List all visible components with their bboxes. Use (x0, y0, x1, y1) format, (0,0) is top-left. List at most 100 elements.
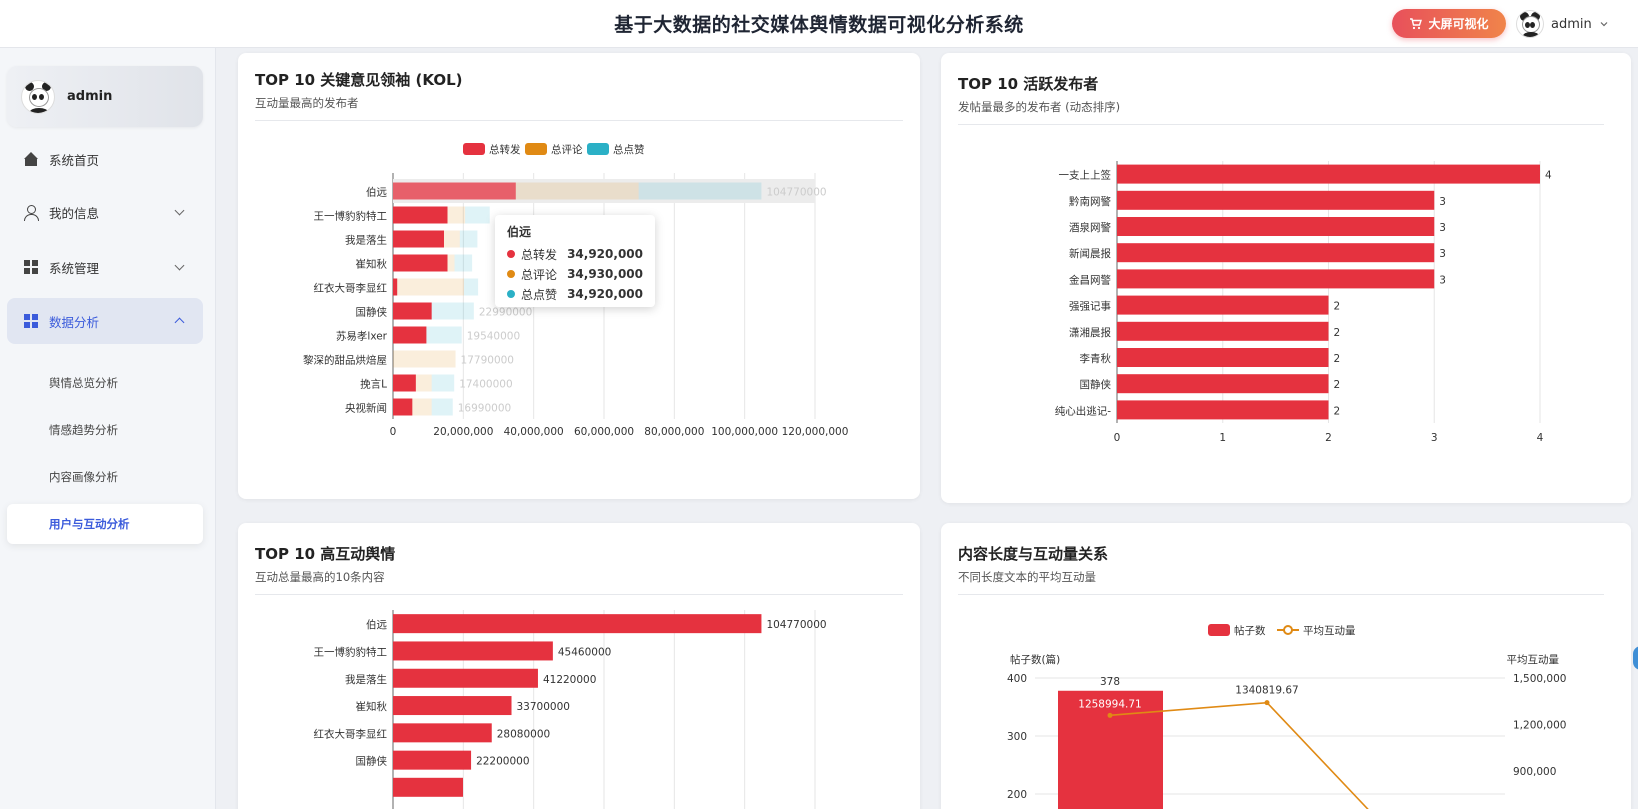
chevron-down-icon (174, 205, 185, 216)
legend-marker (1283, 625, 1293, 635)
bar (393, 398, 413, 416)
x-tick-label: 60,000,000 (574, 426, 634, 438)
card-title: TOP 10 关键意见领袖 (KOL) (255, 71, 463, 89)
bar (1117, 217, 1435, 236)
x-tick-label: 4 (1537, 432, 1544, 444)
tooltip-title: 伯远 (507, 225, 532, 239)
bar (393, 723, 492, 743)
divider (958, 124, 1604, 125)
grid-icon (24, 260, 38, 274)
legend-swatch (1208, 624, 1230, 636)
sidebar-subitem-overview[interactable]: 舆情总览分析 (7, 363, 203, 403)
data-label: 104770000 (766, 619, 826, 631)
legend-swatch (525, 143, 547, 155)
sidebar-item-home[interactable]: 系统首页 (7, 136, 203, 182)
data-label: 17400000 (459, 379, 512, 391)
data-label: 4 (1545, 170, 1552, 182)
active-publishers-card: TOP 10 活跃发布者 发帖量最多的发布者 (动态排序) 0 1 2 3 4 一支上上签… (941, 53, 1631, 503)
bigscreen-button[interactable]: 大屏可视化 (1392, 9, 1506, 38)
bar (397, 278, 465, 296)
bar (393, 777, 463, 797)
legend-label: 平均互动量 (1303, 625, 1356, 637)
y-tick-label: 酒泉网警 (1069, 221, 1111, 234)
data-label: 2 (1334, 353, 1341, 365)
chart-tooltip: 伯远 总转发 34,920,000 总评论 34,930,000 总点赞 34,920… (495, 215, 655, 307)
sidebar-item-my-info[interactable]: 我的信息 (7, 189, 203, 235)
bar (515, 182, 639, 200)
x-tick-label: 20,000,000 (433, 426, 493, 438)
y-tick-label: 200 (1007, 789, 1027, 801)
sidebar-user-card: admin (7, 66, 203, 127)
y-tick-label: 崔知秋 (356, 700, 388, 713)
bar (393, 350, 456, 368)
legend-dot (507, 250, 515, 258)
home-icon (24, 152, 38, 166)
legend-label: 总转发 (489, 143, 521, 156)
sidebar-item-label: 数据分析 (49, 314, 100, 330)
y-tick-label: 潇湘晨报 (1069, 326, 1111, 339)
data-label: 1258994.71 (1078, 698, 1141, 710)
bar (431, 398, 453, 416)
sidebar-subitem-user-interaction[interactable]: 用户与互动分析 (7, 504, 203, 544)
bar (426, 326, 462, 344)
data-label: 41220000 (543, 674, 596, 686)
data-label: 19540000 (467, 331, 520, 343)
y-tick-label: 强强记事 (1069, 300, 1111, 313)
high-interaction-chart[interactable]: 伯远 104770000 王一博豹豹特工 45460000 我是落生 41220000 崔知… (238, 523, 920, 809)
sidebar-item-data-analysis[interactable]: 数据分析 (7, 298, 203, 344)
sidebar: admin 系统首页 我的信息 系统管理 数据分析 舆情总览分析 情感趋势分析 … (0, 48, 216, 809)
y-tick-label-right: 1,500,000 (1513, 673, 1566, 685)
y-tick-label: 李青秋 (1080, 352, 1112, 365)
high-interaction-card: TOP 10 高互动舆情 互动总量最高的10条内容 伯远 104770000 王一博… (238, 523, 920, 809)
y-tick-label: 央视新闻 (345, 402, 387, 415)
tooltip-value: 34,920,000 (567, 247, 643, 261)
divider (958, 594, 1604, 595)
sidebar-subitem-label: 舆情总览分析 (49, 376, 118, 390)
card-title: 内容长度与互动量关系 (958, 545, 1109, 563)
top-header: 基于大数据的社交媒体舆情数据可视化分析系统 大屏可视化 admin (0, 0, 1638, 48)
y-tick-label: 国静侠 (356, 755, 388, 768)
tooltip-label: 总转发 (521, 247, 558, 262)
y-tick-label: 一支上上签 (1059, 169, 1112, 182)
user-menu[interactable]: admin (1516, 9, 1609, 39)
x-tick-label: 40,000,000 (504, 426, 564, 438)
y-tick-label: 纯心出逃记- (1055, 404, 1111, 417)
y-tick-label: 400 (1007, 673, 1027, 685)
data-label: 2 (1334, 301, 1341, 313)
bar (1117, 374, 1329, 394)
x-tick-label: 1 (1219, 432, 1226, 444)
cart-icon (1410, 17, 1423, 29)
card-subtitle: 不同长度文本的平均互动量 (958, 570, 1096, 584)
bar (431, 374, 455, 392)
data-label: 1340819.67 (1235, 685, 1298, 697)
data-label: 22200000 (476, 756, 529, 768)
x-tick-label: 100,000,000 (711, 426, 778, 438)
bar (393, 614, 762, 634)
data-label: 16990000 (458, 403, 511, 415)
sidebar-item-system-admin[interactable]: 系统管理 (7, 244, 203, 290)
bar (1117, 269, 1435, 289)
sidebar-username: admin (67, 89, 113, 104)
y-tick-label: 金昌网警 (1069, 273, 1111, 286)
x-tick-label: 80,000,000 (644, 426, 704, 438)
tooltip-row: 总转发 34,920,000 (507, 244, 643, 264)
legend-swatch (587, 143, 609, 155)
bar (393, 182, 516, 200)
bar (1117, 348, 1329, 367)
y-tick-label: 国静侠 (356, 306, 388, 319)
sidebar-subitem-content-profile[interactable]: 内容画像分析 (7, 457, 203, 497)
active-publishers-chart[interactable]: 0 1 2 3 4 一支上上签 4 黔南网警 3 酒泉网警 3 新闻晨报 3 金昌网警 3 强强记事 2 潇湘晨报… (941, 53, 1631, 503)
card-subtitle: 互动量最高的发布者 (255, 96, 359, 110)
bar (1117, 190, 1435, 210)
y-tick-label: 国静侠 (1080, 378, 1112, 391)
bar (1117, 321, 1329, 341)
bar (393, 230, 444, 248)
sidebar-subitem-sentiment-trend[interactable]: 情感趋势分析 (7, 410, 203, 450)
data-label: 17790000 (461, 355, 514, 367)
x-tick-label: 0 (390, 426, 397, 438)
y-tick-label: 王一博豹豹特工 (314, 645, 388, 658)
bar (1117, 295, 1329, 315)
bar (443, 230, 460, 248)
side-float-button[interactable] (1633, 646, 1638, 670)
